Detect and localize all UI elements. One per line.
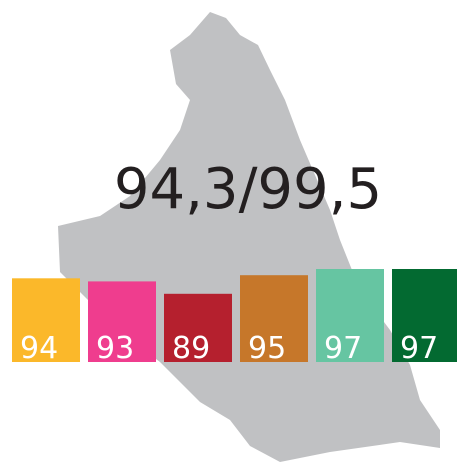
- bar-value-label: 97: [324, 331, 362, 366]
- bar-value-label: 93: [96, 331, 134, 366]
- chart-title: 94,3/99,5: [114, 157, 382, 222]
- bar-value-label: 89: [172, 331, 210, 366]
- bar-value-label: 97: [400, 331, 438, 366]
- bar-value-label: 94: [20, 331, 58, 366]
- bar: [392, 269, 457, 362]
- bar: [12, 278, 80, 362]
- bar: [240, 275, 308, 362]
- bar-value-label: 95: [248, 331, 286, 366]
- bar: [164, 293, 232, 362]
- map-silhouette: [58, 12, 440, 462]
- bar: [316, 269, 384, 362]
- bar: [88, 281, 156, 362]
